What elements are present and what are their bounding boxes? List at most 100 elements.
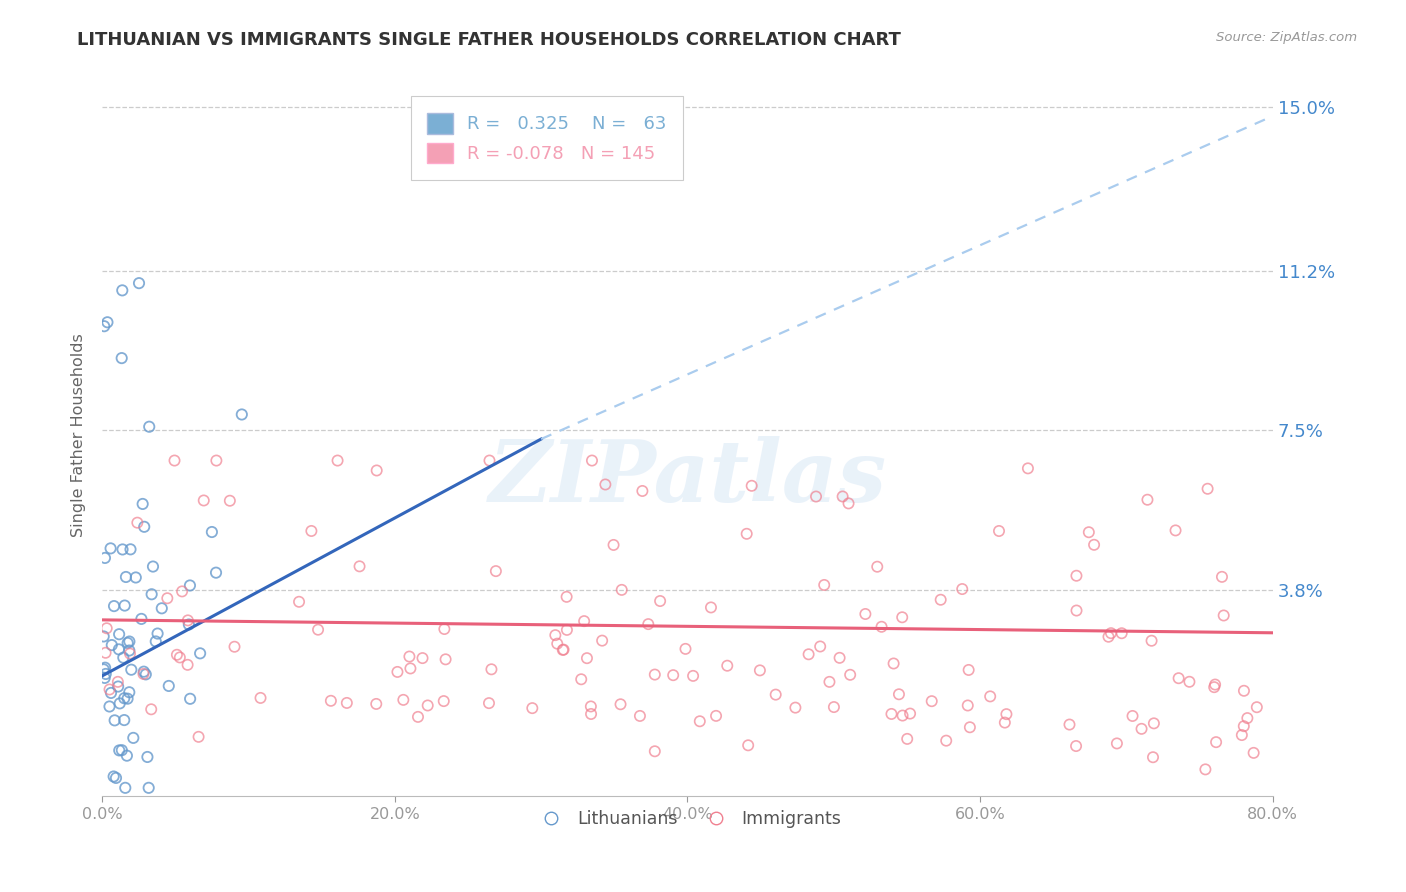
Point xyxy=(522,701,544,715)
Point xyxy=(785,700,807,714)
Point xyxy=(176,657,198,672)
Point xyxy=(1211,570,1233,584)
Point xyxy=(921,694,943,708)
Point xyxy=(716,658,738,673)
Point xyxy=(120,542,142,557)
Point xyxy=(637,617,659,632)
Point xyxy=(93,629,115,643)
Point xyxy=(349,559,371,574)
Point xyxy=(100,541,122,556)
Point xyxy=(134,520,156,534)
Point xyxy=(187,730,209,744)
Point xyxy=(1099,626,1122,640)
Point xyxy=(569,673,592,687)
Point xyxy=(416,698,439,713)
Point xyxy=(880,706,903,721)
Point xyxy=(994,715,1017,730)
Point xyxy=(765,688,787,702)
Point xyxy=(117,691,139,706)
Point xyxy=(591,633,613,648)
Point xyxy=(891,610,914,624)
Point xyxy=(319,694,342,708)
Point xyxy=(1066,603,1088,617)
Point xyxy=(485,564,508,578)
Point xyxy=(1243,746,1265,760)
Point xyxy=(112,691,135,706)
Point xyxy=(103,599,125,613)
Point xyxy=(478,696,501,710)
Point xyxy=(682,669,704,683)
Point xyxy=(105,771,128,785)
Point xyxy=(193,493,215,508)
Point xyxy=(631,483,654,498)
Point xyxy=(1140,633,1163,648)
Point xyxy=(179,691,201,706)
Point xyxy=(887,687,910,701)
Point xyxy=(689,714,711,729)
Point xyxy=(141,587,163,601)
Point xyxy=(818,674,841,689)
Point xyxy=(544,628,567,642)
Point xyxy=(797,648,820,662)
Point xyxy=(299,524,322,538)
Point xyxy=(1178,674,1201,689)
Point xyxy=(675,641,697,656)
Point xyxy=(610,582,633,597)
Point xyxy=(929,592,952,607)
Point xyxy=(433,694,456,708)
Point xyxy=(572,614,595,628)
Point xyxy=(326,453,349,467)
Point xyxy=(741,479,763,493)
Point xyxy=(1136,492,1159,507)
Point xyxy=(628,709,651,723)
Point xyxy=(107,674,129,689)
Point xyxy=(166,648,188,662)
Point xyxy=(132,665,155,679)
Point xyxy=(131,497,153,511)
Point xyxy=(704,709,727,723)
Point xyxy=(1017,461,1039,475)
Point xyxy=(93,662,115,676)
Point xyxy=(172,584,194,599)
Point xyxy=(108,743,131,757)
Point xyxy=(125,570,148,584)
Point xyxy=(114,780,136,795)
Point xyxy=(93,319,115,334)
Point xyxy=(839,667,862,681)
Point xyxy=(336,696,359,710)
Point xyxy=(1212,608,1234,623)
Point xyxy=(132,667,155,681)
Point xyxy=(813,578,835,592)
Point xyxy=(1164,524,1187,538)
Point xyxy=(602,538,624,552)
Point xyxy=(135,667,157,681)
Point xyxy=(98,699,121,714)
Point xyxy=(644,667,666,681)
Point xyxy=(145,634,167,648)
Point xyxy=(957,663,980,677)
Point xyxy=(1205,735,1227,749)
Point xyxy=(555,590,578,604)
Text: ZIPatlas: ZIPatlas xyxy=(488,436,887,520)
Point xyxy=(956,698,979,713)
Point xyxy=(108,642,131,657)
Point xyxy=(662,668,685,682)
Point xyxy=(1246,700,1268,714)
Point xyxy=(108,697,131,711)
Point xyxy=(138,419,160,434)
Point xyxy=(898,706,921,721)
Point xyxy=(555,623,578,637)
Point xyxy=(94,667,117,681)
Point xyxy=(575,651,598,665)
Point xyxy=(387,665,409,679)
Point xyxy=(1064,739,1087,753)
Point xyxy=(142,559,165,574)
Point xyxy=(114,599,136,613)
Point xyxy=(94,661,117,675)
Point xyxy=(808,640,831,654)
Point xyxy=(478,453,501,467)
Point xyxy=(1233,719,1256,733)
Point xyxy=(118,643,141,657)
Point xyxy=(118,647,141,661)
Point xyxy=(115,570,138,584)
